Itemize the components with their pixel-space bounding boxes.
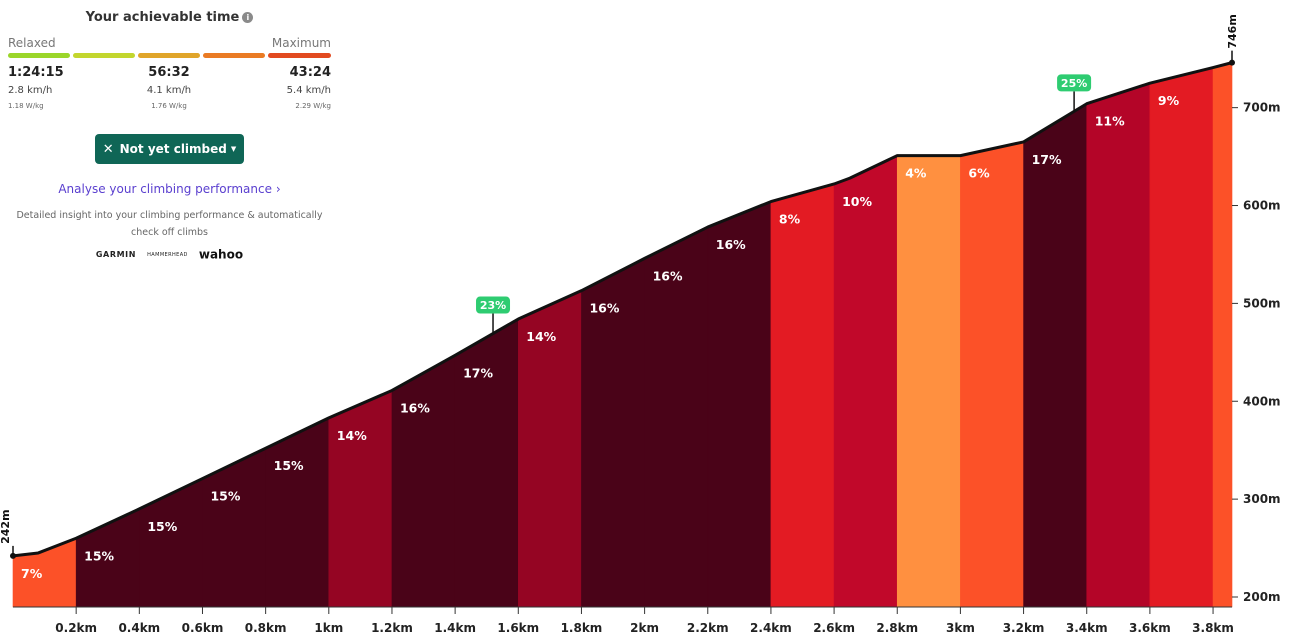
- time-relaxed: 1:24:15 2.8 km/h 1.18 W/kg: [8, 65, 64, 110]
- max-grade-badge: [1057, 74, 1092, 92]
- x-tick-label: 3.6km: [1129, 621, 1171, 635]
- grade-segment: [1023, 103, 1088, 608]
- achievable-time-panel: Your achievable time i Relaxed Maximum 1:…: [8, 10, 331, 262]
- hammerhead-logo[interactable]: HAMMERHEAD: [147, 251, 188, 258]
- scale-left-label: Relaxed: [8, 36, 56, 50]
- chevron-right-icon: ›: [275, 182, 281, 196]
- grade-label: 16%: [716, 237, 746, 252]
- grade-segment: [644, 226, 709, 608]
- grade-segment: [454, 318, 519, 608]
- y-tick-label: 400m: [1243, 394, 1281, 408]
- y-tick-label: 300m: [1243, 492, 1281, 506]
- x-tick-label: 3.4km: [1066, 621, 1108, 635]
- max-grade-label: 23%: [480, 299, 506, 312]
- elevation-profile-line: [12, 61, 1233, 558]
- x-tick-label: 1km: [314, 621, 343, 635]
- grade-label: 17%: [463, 365, 493, 380]
- grade-segment: [202, 447, 266, 608]
- x-tick-label: 1.2km: [371, 621, 413, 635]
- x-tick-label: 0.6km: [182, 621, 224, 635]
- analyse-performance-link[interactable]: Analyse your climbing performance ›: [58, 182, 281, 196]
- x-tick-label: 2.4km: [750, 621, 792, 635]
- grade-label: 17%: [1032, 152, 1062, 167]
- end-elevation-label: 746m: [1226, 14, 1239, 48]
- grade-segment: [265, 417, 330, 608]
- x-tick-label: 1.8km: [561, 621, 603, 635]
- grade-segment: [960, 141, 1024, 608]
- x-tick-label: 3.2km: [1003, 621, 1045, 635]
- info-icon[interactable]: i: [242, 12, 254, 23]
- grade-label: 16%: [589, 301, 619, 316]
- grade-label: 14%: [337, 428, 367, 443]
- grade-label: 15%: [210, 489, 240, 504]
- x-tick-label: 2.2km: [687, 621, 729, 635]
- grade-segment: [328, 390, 393, 608]
- y-tick-label: 200m: [1243, 590, 1281, 604]
- grade-segment: [139, 478, 203, 608]
- x-tick-label: 1.6km: [497, 621, 539, 635]
- grade-label: 16%: [400, 400, 430, 415]
- grade-segment: [1149, 67, 1214, 608]
- device-brands: GARMIN HAMMERHEAD wahoo: [8, 244, 331, 263]
- effort-bar[interactable]: [138, 53, 200, 58]
- garmin-logo[interactable]: GARMIN: [95, 250, 137, 259]
- x-tick-label: 2.6km: [813, 621, 855, 635]
- grade-label: 15%: [274, 458, 304, 473]
- grade-label: 6%: [968, 166, 990, 181]
- x-tick-label: 0.8km: [245, 621, 287, 635]
- x-tick-label: 2km: [630, 621, 659, 635]
- effort-bar[interactable]: [8, 53, 70, 58]
- max-grade-label: 25%: [1061, 77, 1087, 90]
- wahoo-logo[interactable]: wahoo: [198, 247, 244, 262]
- grade-label: 8%: [779, 212, 801, 227]
- grade-segment: [1086, 82, 1151, 608]
- grade-segment: [896, 155, 961, 608]
- grade-label: 7%: [21, 566, 43, 581]
- grade-segment: [770, 183, 835, 608]
- effort-bar[interactable]: [203, 53, 265, 58]
- grade-label: 15%: [147, 519, 177, 534]
- x-tick-label: 2.8km: [876, 621, 918, 635]
- grade-label: 4%: [905, 166, 927, 181]
- x-tick-label: 1.4km: [434, 621, 476, 635]
- chevron-down-icon: ▼: [230, 145, 237, 153]
- analyse-description: Detailed insight into your climbing perf…: [16, 210, 323, 238]
- close-icon: ✕: [102, 141, 114, 157]
- x-tick-label: 3.8km: [1192, 621, 1234, 635]
- scale-right-label: Maximum: [271, 36, 331, 50]
- start-elevation-label: 242m: [0, 509, 12, 543]
- x-tick-label: 3km: [946, 621, 975, 635]
- y-tick-label: 700m: [1243, 101, 1281, 115]
- time-maximum: 43:24 5.4 km/h 2.29 W/kg: [286, 65, 331, 110]
- y-tick-label: 500m: [1243, 296, 1281, 310]
- grade-segment: [1212, 62, 1233, 608]
- y-tick-label: 600m: [1243, 199, 1281, 213]
- effort-bars: [8, 53, 331, 58]
- climb-status-dropdown[interactable]: ✕ Not yet climbed ▼: [95, 134, 244, 164]
- start-dot: [10, 552, 16, 559]
- effort-bar[interactable]: [73, 53, 135, 58]
- max-grade-badge: [476, 296, 511, 314]
- grade-segment: [833, 155, 898, 608]
- grade-segment: [391, 354, 456, 608]
- x-tick-label: 0.4km: [118, 621, 160, 635]
- x-tick-label: 0.2km: [55, 621, 97, 635]
- grade-label: 11%: [1095, 114, 1125, 129]
- panel-title: Your achievable time i: [8, 10, 331, 25]
- grade-label: 9%: [1158, 93, 1180, 108]
- grade-label: 15%: [84, 548, 114, 563]
- effort-bar[interactable]: [268, 53, 331, 58]
- grade-label: 10%: [842, 194, 872, 209]
- time-moderate: 56:32 4.1 km/h 1.76 W/kg: [146, 65, 192, 110]
- grade-label: 14%: [526, 329, 556, 344]
- end-dot: [1229, 59, 1235, 66]
- grade-label: 16%: [653, 268, 683, 283]
- grade-segment: [707, 201, 772, 608]
